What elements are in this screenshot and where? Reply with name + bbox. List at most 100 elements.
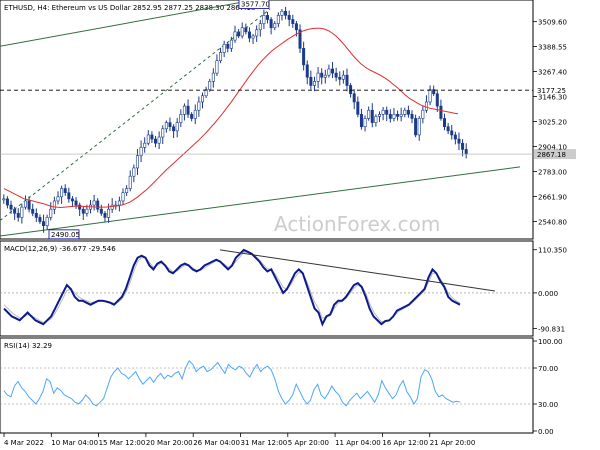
candle-body bbox=[52, 200, 56, 210]
candle-body bbox=[20, 206, 24, 218]
candle-body bbox=[2, 198, 6, 201]
candle-body bbox=[403, 109, 407, 115]
candle-body bbox=[345, 74, 349, 86]
candle-body bbox=[204, 89, 208, 97]
candle-body bbox=[132, 167, 136, 177]
macd-label: MACD(12,26,9) -36.677 -29.546 bbox=[4, 245, 116, 253]
candle-body bbox=[13, 208, 17, 214]
rsi-tick-label: 0.00 bbox=[538, 428, 554, 436]
candle-body bbox=[27, 200, 31, 210]
candle-body bbox=[117, 200, 121, 206]
rsi-tick-label: 30.00 bbox=[538, 401, 558, 409]
candle-body bbox=[5, 198, 9, 206]
candle-body bbox=[63, 188, 67, 193]
candle-body bbox=[99, 208, 103, 214]
candle-body bbox=[302, 48, 306, 66]
candle-body bbox=[161, 128, 165, 138]
price-annotations: 3577.70 2490.05 bbox=[48, 0, 270, 240]
macd-y-axis: 110.350 0.000 -90.831 bbox=[0, 247, 567, 333]
candle-body bbox=[186, 105, 190, 115]
candle-body bbox=[208, 81, 212, 90]
hline-label: 3177.25 bbox=[537, 87, 566, 95]
x-tick-label: 26 Mar 04:00 bbox=[193, 439, 240, 447]
candle-body bbox=[399, 114, 403, 117]
candle-body bbox=[280, 10, 284, 16]
x-tick-label: 4 Mar 2022 bbox=[4, 439, 44, 447]
price-tick-label: 3267.40 bbox=[538, 69, 567, 77]
candle-body bbox=[435, 93, 439, 107]
watermark: ActionForex.com bbox=[274, 212, 440, 236]
candle-body bbox=[107, 208, 111, 218]
rsi-tick-label: 70.00 bbox=[538, 365, 558, 373]
candle-body bbox=[92, 200, 96, 206]
price-tick-label: 2783.00 bbox=[538, 168, 567, 176]
x-tick-label: 5 Apr 20:00 bbox=[288, 439, 329, 447]
rsi-label: RSI(14) 32.29 bbox=[4, 342, 52, 350]
candle-body bbox=[377, 114, 381, 117]
candle-body bbox=[237, 31, 241, 37]
candle-body bbox=[197, 101, 201, 111]
candle-body bbox=[276, 15, 280, 24]
candle-body bbox=[154, 138, 158, 144]
rsi-pane[interactable] bbox=[0, 337, 534, 434]
candle-body bbox=[164, 122, 168, 130]
rsi-y-axis: 100.00 70.00 30.00 0.00 bbox=[0, 338, 563, 436]
candle-body bbox=[316, 72, 320, 82]
macd-pane[interactable] bbox=[0, 240, 534, 337]
candle-body bbox=[31, 208, 35, 214]
price-tick-label: 3388.55 bbox=[538, 44, 567, 52]
macd-tick-label: 110.350 bbox=[538, 247, 567, 255]
candle-body bbox=[255, 29, 259, 37]
candle-body bbox=[70, 198, 74, 202]
candle-body bbox=[327, 68, 331, 76]
hline-label-bg bbox=[535, 85, 575, 96]
candle-body bbox=[359, 114, 363, 128]
candle-body bbox=[338, 76, 342, 80]
price-horizontal-line: 3177.25 2867.18 bbox=[0, 85, 576, 160]
candle-body bbox=[298, 29, 302, 49]
candle-body bbox=[421, 109, 425, 119]
candle-body bbox=[110, 204, 114, 210]
candle-body bbox=[331, 68, 335, 74]
last-price-tag bbox=[534, 149, 576, 160]
candle-body bbox=[287, 15, 291, 20]
candle-body bbox=[396, 114, 400, 117]
candle-body bbox=[453, 134, 457, 140]
candle-body bbox=[464, 149, 468, 155]
candle-body bbox=[179, 114, 183, 123]
candle-body bbox=[352, 93, 356, 103]
candle-body bbox=[182, 105, 186, 115]
candle-body bbox=[273, 23, 277, 29]
symbol-header: ETHUSD, H4: Ethereum vs US Dollar 2852.9… bbox=[4, 4, 255, 12]
macd-trendline bbox=[219, 249, 496, 292]
price-tick-label: 2540.80 bbox=[538, 218, 567, 226]
candle-body bbox=[356, 101, 360, 115]
candle-body bbox=[341, 74, 345, 80]
candle-body bbox=[370, 109, 374, 123]
annotation-label: 3577.70 bbox=[241, 1, 270, 9]
candle-body bbox=[74, 200, 78, 206]
candle-body bbox=[244, 27, 248, 33]
candle-body bbox=[211, 72, 215, 82]
candle-body bbox=[121, 192, 125, 202]
candle-body bbox=[363, 118, 367, 128]
candle-body bbox=[374, 116, 378, 123]
macd-tick-label: 0.000 bbox=[538, 290, 558, 298]
candle-body bbox=[392, 114, 396, 119]
candle-body bbox=[42, 221, 46, 226]
last-price-label: 2867.18 bbox=[537, 151, 566, 159]
candle-body bbox=[215, 60, 219, 74]
candle-body bbox=[60, 188, 64, 198]
candle-body bbox=[229, 39, 233, 49]
candle-body bbox=[262, 15, 266, 24]
candle-body bbox=[406, 109, 410, 115]
candle-body bbox=[457, 138, 461, 144]
candle-body bbox=[428, 89, 432, 103]
price-trendline bbox=[0, 166, 521, 237]
candle-body bbox=[125, 188, 129, 193]
candle-body bbox=[67, 192, 71, 200]
price-tick-label: 3146.30 bbox=[538, 94, 567, 102]
x-tick-label: 31 Mar 12:00 bbox=[241, 439, 288, 447]
candle-body bbox=[367, 109, 371, 119]
